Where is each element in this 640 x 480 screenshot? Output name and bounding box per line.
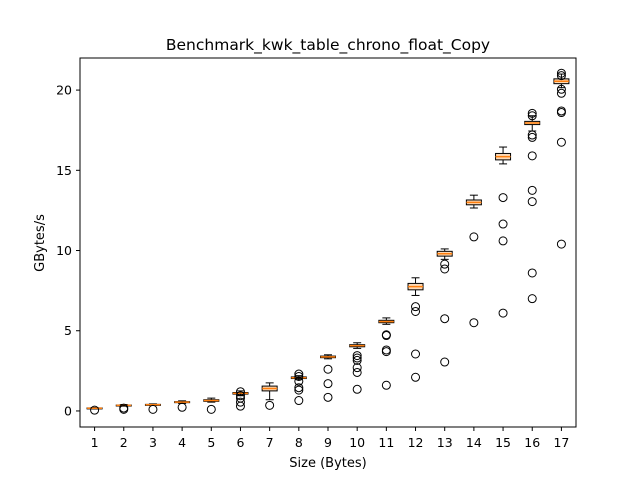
flier-point (411, 372, 421, 382)
flier-point (527, 111, 537, 121)
flier-point (235, 393, 245, 403)
flier-point (294, 371, 304, 381)
flier-point (352, 363, 362, 373)
x-tick-label: 11 (378, 435, 394, 450)
flier-point (527, 108, 537, 118)
chart-title: Benchmark_kwk_table_chrono_float_Copy (166, 36, 490, 55)
x-tick-label: 12 (408, 435, 424, 450)
flier-point (381, 380, 391, 390)
flier-point (119, 403, 129, 413)
flier-point (527, 197, 537, 207)
flier-point (381, 345, 391, 355)
x-axis-label: Size (Bytes) (289, 456, 366, 471)
y-tick-label: 10 (56, 243, 72, 258)
x-tick-label: 6 (236, 435, 244, 450)
flier-point (411, 349, 421, 359)
flier-point (527, 294, 537, 304)
x-tick-label: 13 (437, 435, 453, 450)
x-tick-label: 5 (207, 435, 215, 450)
y-tick-label: 0 (64, 403, 72, 418)
flier-point (294, 385, 304, 395)
flier-point (235, 387, 245, 397)
x-tick-label: 1 (91, 435, 99, 450)
flier-point (352, 351, 362, 361)
flier-point (206, 404, 216, 414)
flier-point (90, 405, 100, 415)
x-tick-label: 16 (524, 435, 540, 450)
flier-point (381, 330, 391, 340)
y-axis-label: GBytes/s (33, 214, 48, 272)
flier-point (352, 384, 362, 394)
flier-point (352, 367, 362, 377)
flier-point (556, 84, 566, 94)
flier-point (527, 132, 537, 142)
axes-frame (79, 57, 577, 428)
flier-point (177, 402, 187, 412)
flier-point (235, 391, 245, 401)
x-tick-label: 10 (349, 435, 365, 450)
flier-point (556, 106, 566, 116)
flier-point (556, 137, 566, 147)
flier-point (556, 71, 566, 81)
flier-point (352, 353, 362, 363)
flier-point (527, 130, 537, 140)
flier-point (498, 219, 508, 229)
flier-point (498, 236, 508, 246)
y-tick-label: 5 (64, 323, 72, 338)
flier-point (440, 259, 450, 269)
x-tick-label: 9 (324, 435, 332, 450)
x-tick-label: 15 (495, 435, 511, 450)
flier-point (265, 400, 275, 410)
flier-point (469, 232, 479, 242)
flier-point (440, 264, 450, 274)
flier-point (294, 369, 304, 379)
flier-point (556, 68, 566, 78)
x-tick-label: 4 (178, 435, 186, 450)
flier-point (527, 151, 537, 161)
flier-point (440, 314, 450, 324)
flier-point (498, 193, 508, 203)
flier-point (294, 376, 304, 386)
flier-point (411, 306, 421, 316)
y-tick-label: 20 (56, 83, 72, 98)
flier-point (235, 397, 245, 407)
flier-point (148, 404, 158, 414)
flier-point (556, 88, 566, 98)
x-tick-label: 8 (295, 435, 303, 450)
x-tick-label: 7 (266, 435, 274, 450)
flier-point (469, 318, 479, 328)
flier-point (323, 392, 333, 402)
flier-point (294, 383, 304, 393)
flier-point (323, 364, 333, 374)
flier-point (294, 396, 304, 406)
flier-point (411, 302, 421, 312)
x-tick-label: 3 (149, 435, 157, 450)
x-tick-label: 2 (120, 435, 128, 450)
y-tick-label: 15 (56, 163, 72, 178)
flier-point (323, 379, 333, 389)
flier-point (352, 355, 362, 365)
x-tick-label: 17 (553, 435, 569, 450)
x-tick-label: 14 (466, 435, 482, 450)
flier-point (440, 357, 450, 367)
flier-point (556, 239, 566, 249)
flier-point (527, 185, 537, 195)
flier-point (498, 308, 508, 318)
flier-point (527, 268, 537, 278)
